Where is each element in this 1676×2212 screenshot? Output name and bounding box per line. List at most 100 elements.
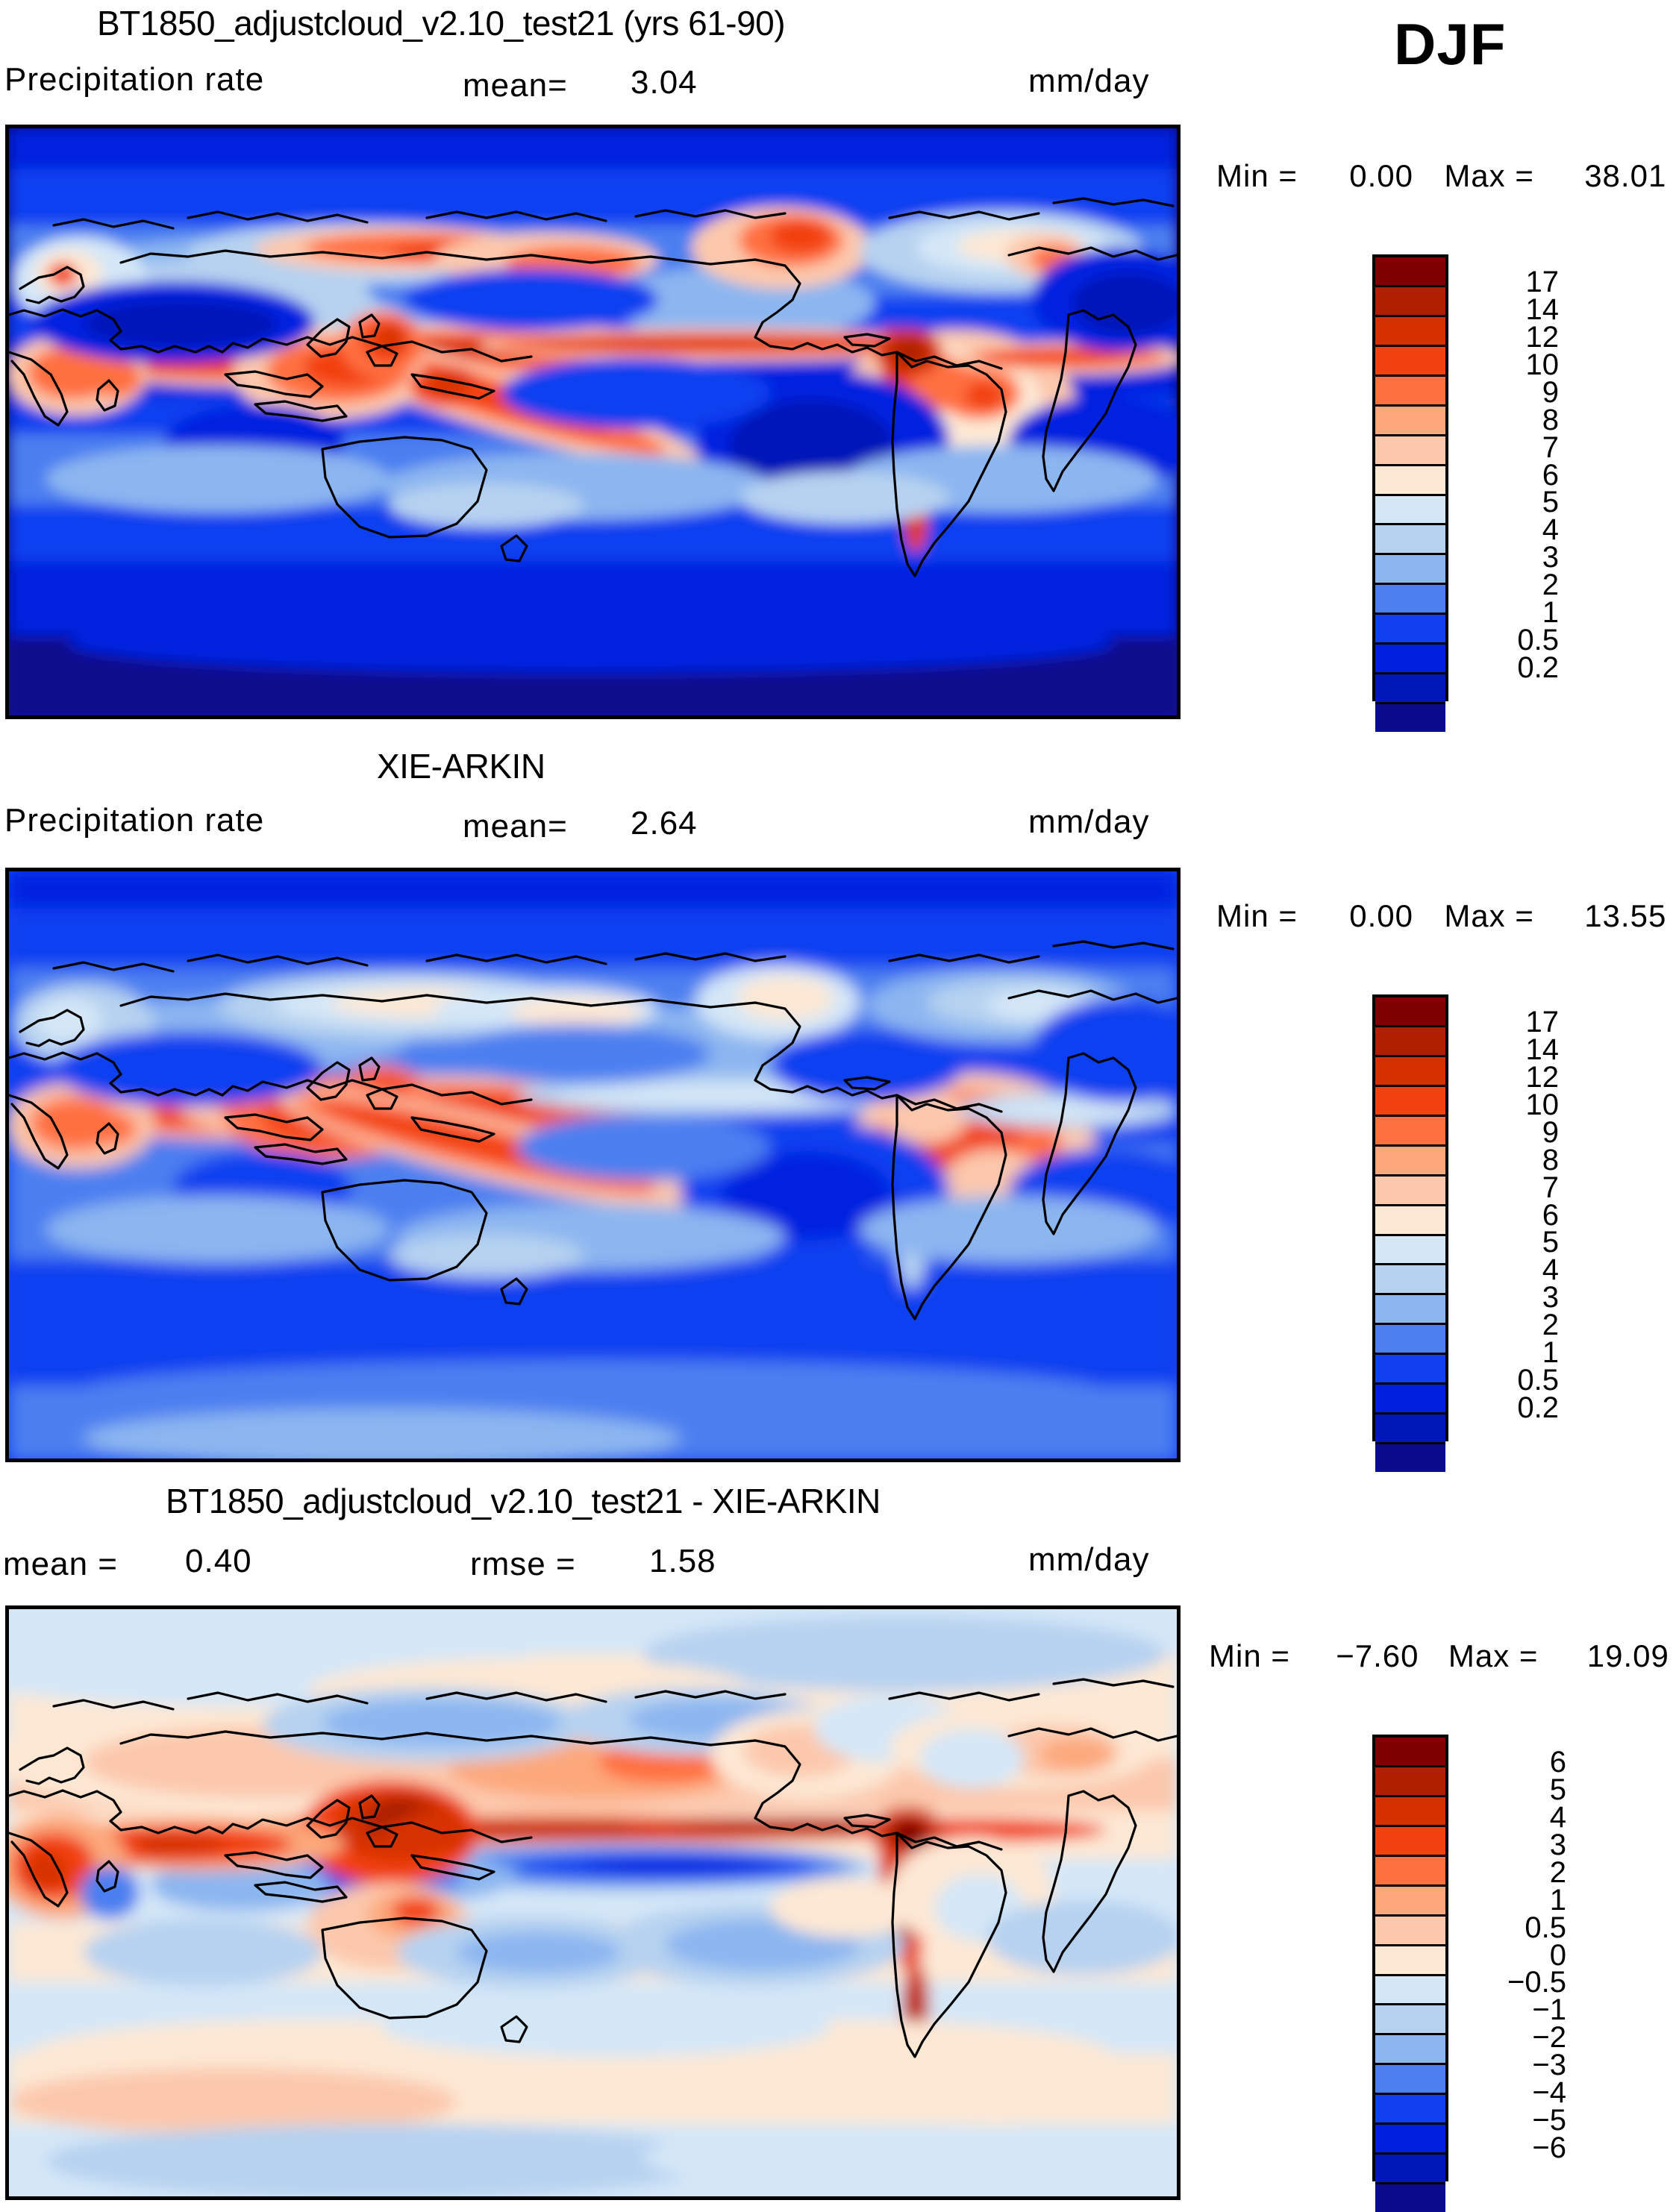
colorbar-tick-label: 0.5 [1517, 1364, 1559, 1397]
colorbar-cell [1375, 642, 1445, 673]
panel-diff-mean-label: mean = [3, 1546, 118, 1582]
colorbar-tick-label: 2 [1549, 1855, 1566, 1889]
colorbar-tick-label: 0.2 [1517, 651, 1559, 685]
colorbar-tick-label: 0.2 [1517, 1391, 1559, 1425]
panel-model-max-value: 38.01 [1584, 158, 1667, 193]
colorbar-tick-label: 4 [1549, 1800, 1566, 1834]
coastlines-difference [9, 1678, 1177, 2058]
panel-model-min-value: 0.00 [1349, 158, 1413, 193]
colorbar-tick-label: 3 [1549, 1828, 1566, 1861]
colorbar-tick-label: 0 [1549, 1938, 1566, 1972]
colorbar-cell [1375, 1084, 1445, 1115]
colorbar-tick-label: 10 [1525, 348, 1560, 381]
colorbar-cell [1375, 433, 1445, 464]
panel-model-units: mm/day [1028, 63, 1150, 99]
panel-obs-minmax: Min = 0.00 Max = 13.55 [1216, 898, 1666, 934]
colorbar-cell [1375, 1914, 1445, 1944]
colorbar-cell [1375, 1203, 1445, 1234]
colorbar-tick-label: −3 [1532, 2049, 1566, 2082]
map-difference-canvas [9, 1609, 1177, 2196]
colorbar-cell [1375, 672, 1445, 703]
colorbar-cell [1375, 314, 1445, 345]
colorbar-cell [1375, 1943, 1445, 1974]
colorbar-cell [1375, 997, 1445, 1025]
panel-obs-units: mm/day [1028, 803, 1150, 840]
colorbar-difference-ticks: 6 5 4 3 2 1 0.5 0 −0.5 −1 −2 −3 −4 −5 −6 [1454, 1735, 1566, 2175]
colorbar-tick-label: 5 [1542, 486, 1559, 519]
colorbar-cell [1375, 2182, 1445, 2212]
colorbar-cell [1375, 2033, 1445, 2064]
colorbar-cell [1375, 1054, 1445, 1085]
panel-obs-max-label: Max = [1444, 898, 1534, 933]
colorbar-tick-label: −0.5 [1507, 1966, 1566, 1999]
colorbar-cell [1375, 463, 1445, 494]
colorbar-cell [1375, 1293, 1445, 1323]
panel-diff-mean-value: 0.40 [185, 1543, 252, 1579]
colorbar-cell [1375, 1233, 1445, 1264]
panel-model-variable-label: Precipitation rate [4, 61, 265, 98]
colorbar-tick-label: 1 [1549, 1883, 1566, 1917]
colorbar-obs[interactable] [1372, 994, 1448, 1472]
coastlines-model [9, 197, 1177, 577]
colorbar-cell [1375, 2122, 1445, 2153]
colorbar-cell [1375, 1144, 1445, 1174]
colorbar-tick-label: −5 [1532, 2104, 1566, 2137]
colorbar-tick-label: 4 [1542, 1253, 1559, 1287]
panel-diff-min-label: Min = [1209, 1638, 1290, 1673]
colorbar-tick-label: 17 [1525, 1005, 1560, 1038]
colorbar-cell [1375, 493, 1445, 524]
panel-obs-variable-label: Precipitation rate [4, 802, 265, 839]
colorbar-tick-label: 12 [1525, 320, 1560, 354]
panel-diff-units: mm/day [1028, 1541, 1150, 1578]
colorbar-tick-label: 8 [1542, 1143, 1559, 1177]
panel-model-minmax: Min = 0.00 Max = 38.01 [1216, 158, 1666, 194]
colorbar-obs-ticks: 17 14 12 10 9 8 7 6 5 4 3 2 1 0.5 0.2 [1454, 994, 1559, 1435]
colorbar-cell [1375, 344, 1445, 375]
colorbar-tick-label: 6 [1542, 458, 1559, 492]
colorbar-tick-label: 9 [1542, 1115, 1559, 1149]
map-panel-difference[interactable] [5, 1605, 1181, 2200]
colorbar-tick-label: 7 [1542, 430, 1559, 464]
panel-diff-min-value: −7.60 [1336, 1638, 1419, 1673]
colorbar-model[interactable] [1372, 254, 1448, 732]
colorbar-tick-label: 12 [1525, 1060, 1560, 1094]
panel-obs-max-value: 13.55 [1584, 898, 1667, 933]
colorbar-tick-label: 6 [1549, 1745, 1566, 1779]
colorbar-cell [1375, 1024, 1445, 1055]
colorbar-cell [1375, 2093, 1445, 2123]
colorbar-tick-label: 3 [1542, 541, 1559, 574]
panel-obs-mean-label: mean= [463, 808, 568, 845]
colorbar-cell [1375, 1323, 1445, 1353]
colorbar-tick-label: 6 [1542, 1198, 1559, 1232]
colorbar-cell [1375, 612, 1445, 643]
panel-model-title: BT1850_adjustcloud_v2.10_test21 (yrs 61-… [97, 4, 786, 43]
map-panel-obs[interactable] [5, 868, 1181, 1462]
map-panel-model[interactable] [5, 125, 1181, 719]
colorbar-tick-label: 14 [1525, 292, 1560, 326]
colorbar-tick-label: −6 [1532, 2131, 1566, 2165]
colorbar-tick-label: 1 [1542, 1336, 1559, 1370]
panel-model-max-label: Max = [1444, 158, 1534, 193]
colorbar-tick-label: −4 [1532, 2076, 1566, 2110]
colorbar-cell [1375, 702, 1445, 732]
colorbar-cell [1375, 374, 1445, 404]
colorbar-cell [1375, 2152, 1445, 2183]
colorbar-tick-label: −2 [1532, 2021, 1566, 2055]
panel-model-mean-label: mean= [463, 67, 568, 104]
colorbar-cell [1375, 1412, 1445, 1443]
colorbar-tick-label: 0.5 [1517, 624, 1559, 657]
colorbar-tick-label: 2 [1542, 1309, 1559, 1342]
colorbar-tick-label: 9 [1542, 375, 1559, 409]
panel-diff-rmse-value: 1.58 [649, 1543, 716, 1579]
colorbar-cell [1375, 1973, 1445, 2004]
colorbar-cell [1375, 2003, 1445, 2034]
colorbar-tick-label: 5 [1549, 1773, 1566, 1806]
season-label: DJF [1394, 11, 1507, 77]
colorbar-cell [1375, 257, 1445, 285]
colorbar-difference[interactable] [1372, 1735, 1448, 2212]
colorbar-cell [1375, 284, 1445, 315]
panel-diff-max-label: Max = [1448, 1638, 1539, 1673]
panel-obs-mean-value: 2.64 [631, 805, 698, 842]
colorbar-cell [1375, 1114, 1445, 1144]
colorbar-cell [1375, 583, 1445, 613]
